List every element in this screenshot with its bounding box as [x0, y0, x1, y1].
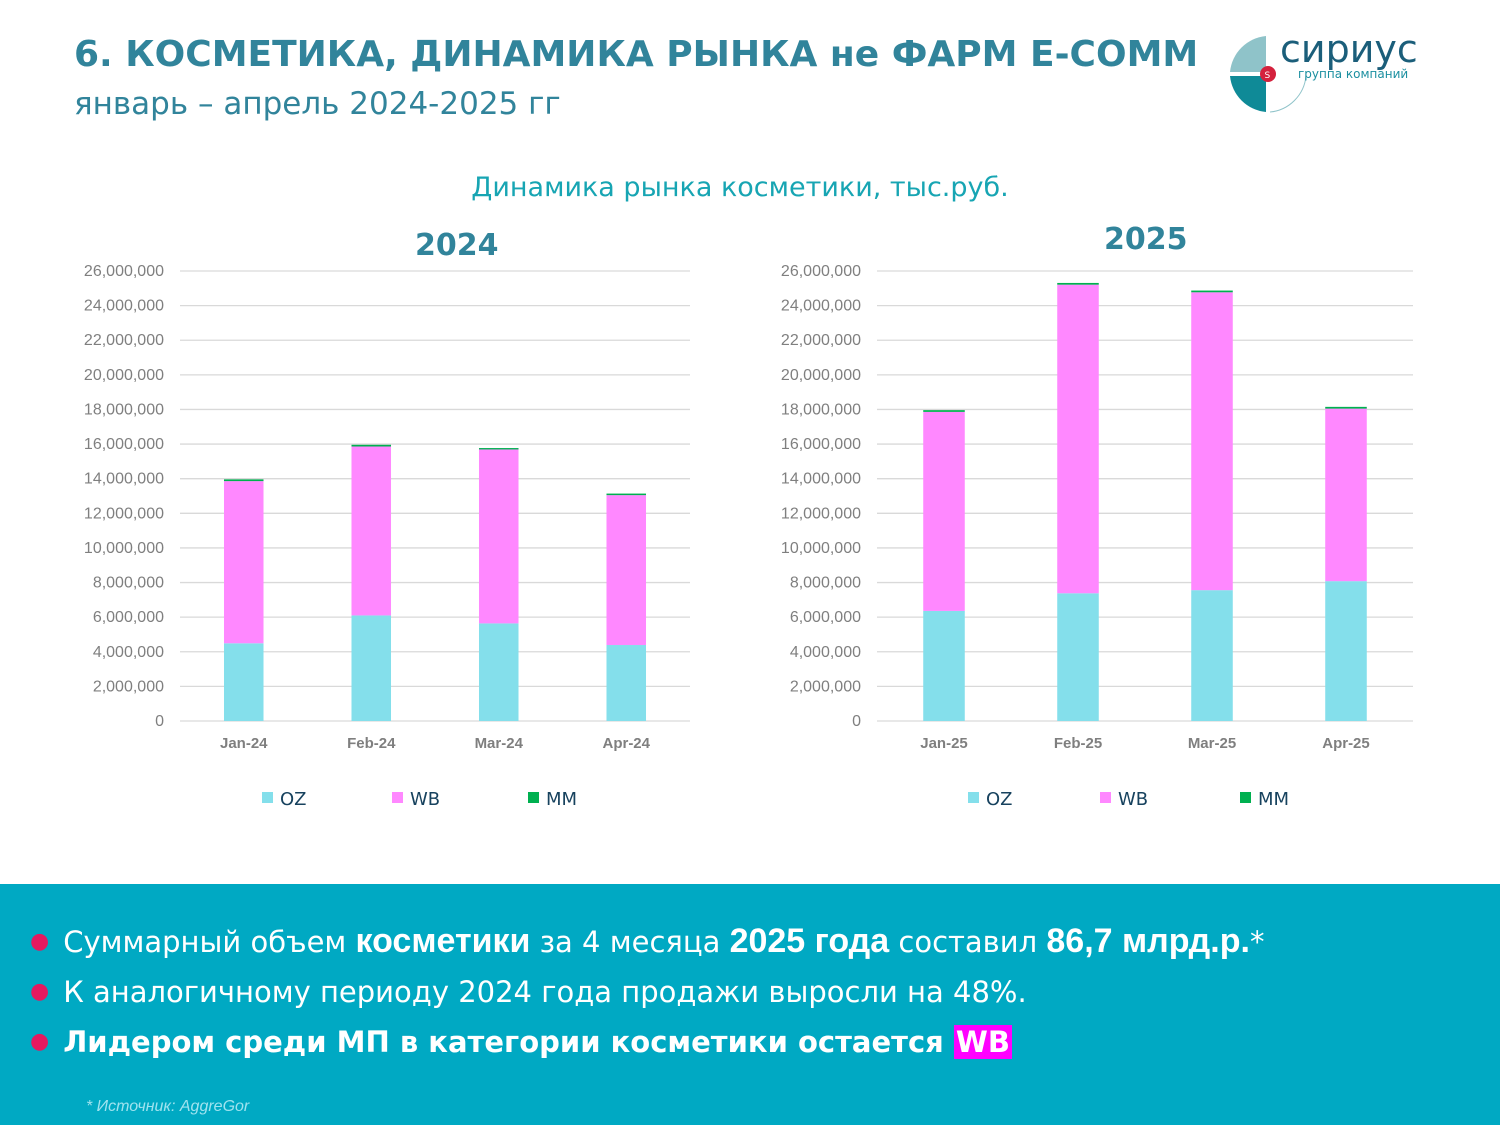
bar-mm-mar-25 [1191, 290, 1233, 293]
page-subtitle: январь – апрель 2024-2025 гг [74, 86, 561, 122]
x-tick-label: Mar-24 [475, 735, 524, 752]
bar-mm-jan-24 [223, 479, 264, 482]
bar-mm-feb-24 [351, 444, 392, 447]
bar-wb-mar-24 [478, 449, 519, 624]
legend-label-mm: MM [546, 789, 577, 810]
bar-mm-apr-24 [606, 493, 647, 496]
y-tick-label: 8,000,000 [790, 575, 861, 592]
svg-text:группа компаний: группа компаний [1298, 67, 1408, 81]
x-tick-label: Jan-24 [220, 735, 268, 752]
bar-oz-mar-24 [478, 623, 519, 721]
bullet-icon: ● [30, 1029, 50, 1054]
legend-label-wb: WB [1118, 789, 1148, 810]
legend-swatch-oz [262, 792, 273, 803]
y-tick-label: 20,000,000 [781, 367, 861, 384]
y-tick-label: 12,000,000 [781, 505, 861, 522]
y-tick-label: 24,000,000 [781, 298, 861, 315]
y-tick-label: 2,000,000 [790, 678, 861, 695]
charts-canvas: 0 2,000,000 4,000,000 6,000,000 8,000,000 10,… [84, 263, 1413, 810]
section-title: Динамика рынка косметики, тыс.руб. [0, 172, 1500, 203]
bar-wb-mar-25 [1191, 292, 1233, 591]
summary-banner [0, 884, 1500, 1125]
y-tick-label: 0 [155, 713, 164, 730]
page-title: 6. КОСМЕТИКА, ДИНАМИКА РЫНКА не ФАРМ Е-C… [74, 34, 1199, 75]
y-tick-label: 22,000,000 [84, 332, 164, 349]
sirius-logo-icon: S сириус группа компаний [1230, 27, 1418, 113]
y-tick-label: 4,000,000 [93, 644, 164, 661]
bar-oz-feb-25 [1057, 593, 1099, 721]
y-tick-label: 6,000,000 [93, 609, 164, 626]
bar-wb-apr-24 [606, 495, 647, 646]
y-tick-label: 14,000,000 [84, 471, 164, 488]
y-tick-label: 16,000,000 [84, 436, 164, 453]
svg-text:S: S [1265, 71, 1271, 81]
y-tick-label: 16,000,000 [781, 436, 861, 453]
bar-oz-mar-25 [1191, 590, 1233, 721]
y-tick-label: 10,000,000 [84, 540, 164, 557]
legend-swatch-wb [1100, 792, 1111, 803]
bar-oz-jan-24 [223, 643, 264, 721]
legend-swatch-mm [528, 792, 539, 803]
y-tick-label: 0 [852, 713, 861, 730]
y-tick-label: 4,000,000 [790, 644, 861, 661]
x-tick-label: Feb-24 [347, 735, 396, 752]
y-tick-label: 22,000,000 [781, 332, 861, 349]
summary-line-1: ● Суммарный объем косметики за 4 месяца 2… [30, 922, 1265, 960]
bar-mm-apr-25 [1325, 406, 1367, 409]
y-tick-label: 26,000,000 [781, 263, 861, 280]
chart-2025-title: 2025 [1104, 222, 1188, 257]
bar-oz-apr-25 [1325, 581, 1367, 721]
x-tick-label: Jan-25 [920, 735, 968, 752]
summary-bullets: ● Суммарный объем косметики за 4 месяца 2… [30, 918, 1264, 1069]
y-tick-label: 12,000,000 [84, 505, 164, 522]
y-tick-label: 26,000,000 [84, 263, 164, 280]
bar-wb-apr-25 [1325, 408, 1367, 582]
bullet-icon: ● [30, 929, 50, 954]
legend-label-mm: MM [1258, 789, 1289, 810]
legend-label-oz: OZ [280, 789, 307, 810]
emphasis-category: косметики [355, 922, 531, 960]
bar-oz-feb-24 [351, 615, 392, 721]
emphasis-total: 86,7 млрд.р. [1046, 922, 1250, 960]
bar-mm-mar-24 [478, 448, 519, 450]
bar-wb-feb-25 [1057, 284, 1099, 594]
x-tick-label: Apr-24 [602, 735, 650, 752]
y-tick-label: 2,000,000 [93, 678, 164, 695]
y-tick-label: 6,000,000 [790, 609, 861, 626]
section-title-text: Динамика рынка косметики, тыс.руб. [471, 172, 1009, 203]
bar-wb-feb-24 [351, 446, 392, 616]
y-tick-label: 10,000,000 [781, 540, 861, 557]
source-note: * Источник: AggreGor [86, 1098, 250, 1115]
y-tick-label: 14,000,000 [781, 471, 861, 488]
y-tick-label: 20,000,000 [84, 367, 164, 384]
bullet-icon: ● [30, 979, 50, 1004]
bar-mm-jan-25 [923, 410, 965, 412]
legend-swatch-wb [392, 792, 403, 803]
y-tick-label: 8,000,000 [93, 575, 164, 592]
y-tick-label: 18,000,000 [781, 401, 861, 418]
bar-wb-jan-25 [923, 411, 965, 611]
legend-label-wb: WB [410, 789, 440, 810]
company-logo: S сириус группа компаний [1226, 27, 1446, 140]
wb-highlight: WB [953, 1025, 1012, 1059]
legend-label-oz: OZ [986, 789, 1013, 810]
x-tick-label: Apr-25 [1322, 735, 1370, 752]
bar-mm-feb-25 [1057, 282, 1099, 285]
legend-swatch-mm [1240, 792, 1251, 803]
chart-2024-title: 2024 [415, 228, 499, 263]
summary-line-2: ● К аналогичному периоду 2024 года продаж… [30, 975, 1027, 1009]
bar-oz-apr-24 [606, 645, 647, 721]
y-tick-label: 18,000,000 [84, 401, 164, 418]
summary-line-3: ● Лидером среди МП в категории косметики … [30, 1025, 1012, 1059]
emphasis-year: 2025 года [729, 922, 890, 960]
x-tick-label: Feb-25 [1054, 735, 1102, 752]
svg-text:сириус: сириус [1280, 30, 1418, 71]
x-tick-label: Mar-25 [1188, 735, 1236, 752]
bar-oz-jan-25 [923, 610, 965, 721]
y-tick-label: 24,000,000 [84, 298, 164, 315]
bar-wb-jan-24 [223, 481, 264, 644]
legend-swatch-oz [968, 792, 979, 803]
